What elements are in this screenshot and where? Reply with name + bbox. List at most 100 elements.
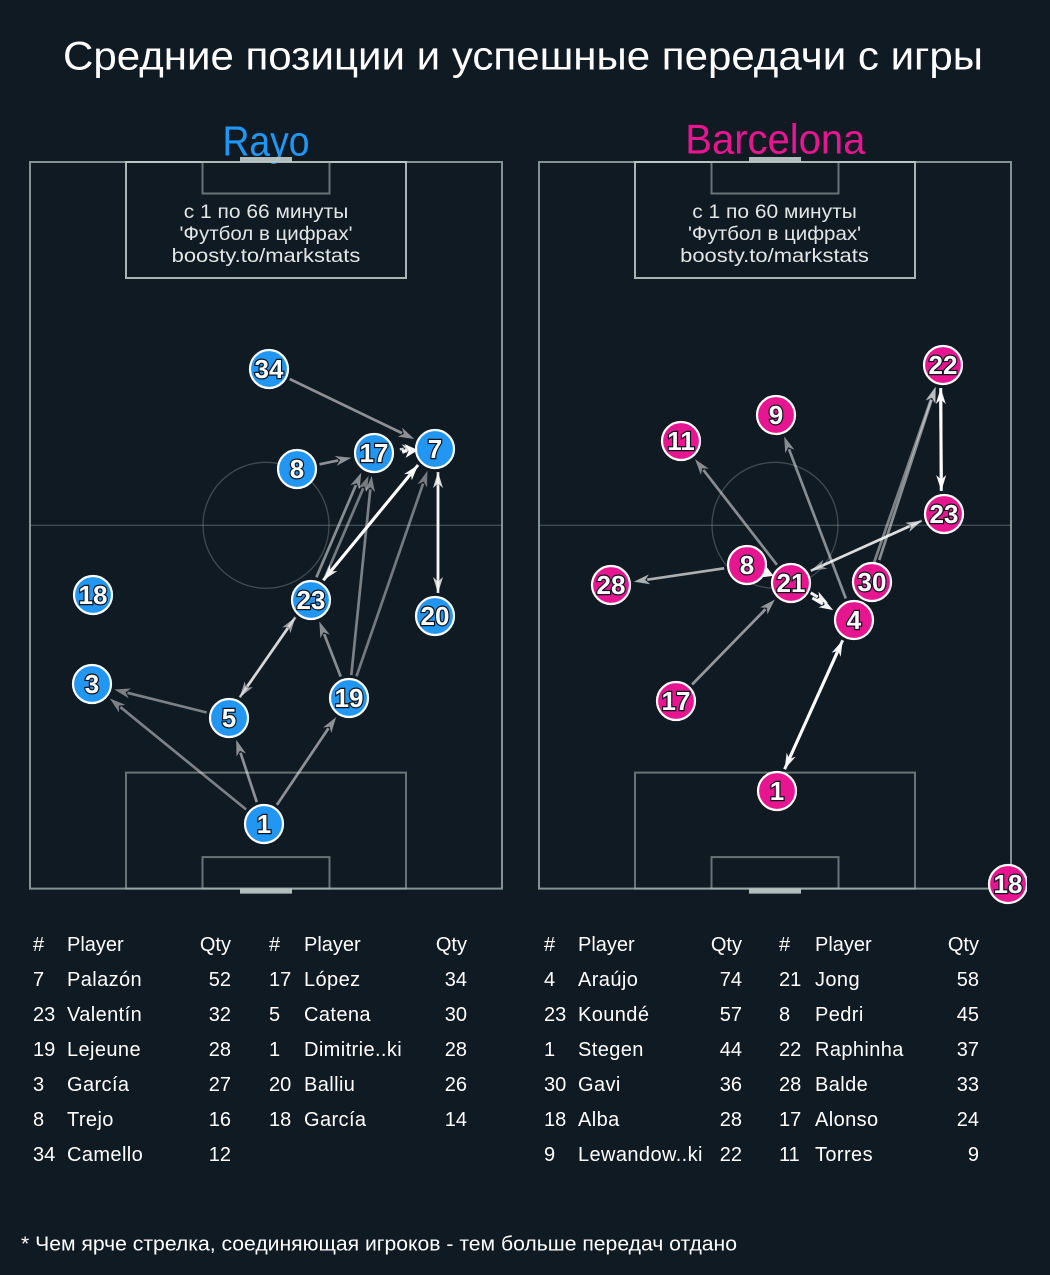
svg-text:Valentín: Valentín: [67, 1004, 142, 1026]
svg-text:'Футбол в цифрах': 'Футбол в цифрах': [180, 223, 353, 245]
svg-text:22: 22: [779, 1039, 801, 1061]
svg-text:3: 3: [33, 1074, 44, 1096]
svg-text:Barcelona: Barcelona: [685, 116, 866, 163]
svg-text:22: 22: [720, 1144, 742, 1166]
svg-text:#: #: [269, 934, 281, 956]
svg-text:Pedri: Pedri: [815, 1004, 864, 1026]
svg-text:21: 21: [777, 568, 806, 598]
svg-text:34: 34: [445, 969, 467, 991]
svg-text:Lejeune: Lejeune: [67, 1039, 141, 1061]
svg-text:García: García: [304, 1109, 367, 1131]
svg-text:López: López: [304, 969, 361, 991]
svg-text:17: 17: [269, 969, 291, 991]
svg-text:19: 19: [335, 683, 364, 713]
svg-text:26: 26: [445, 1074, 467, 1096]
svg-text:Trejo: Trejo: [67, 1109, 114, 1131]
svg-text:57: 57: [720, 1004, 742, 1026]
svg-text:Torres: Torres: [815, 1144, 873, 1166]
svg-text:28: 28: [209, 1039, 231, 1061]
svg-text:28: 28: [445, 1039, 467, 1061]
svg-text:45: 45: [957, 1004, 979, 1026]
svg-text:9: 9: [544, 1144, 555, 1166]
svg-text:#: #: [33, 934, 45, 956]
svg-text:58: 58: [957, 969, 979, 991]
svg-text:21: 21: [779, 969, 801, 991]
svg-text:9: 9: [769, 400, 783, 430]
svg-text:19: 19: [33, 1039, 55, 1061]
svg-text:1: 1: [770, 776, 784, 806]
svg-text:7: 7: [33, 969, 44, 991]
svg-text:boosty.to/markstats: boosty.to/markstats: [680, 245, 869, 267]
svg-text:23: 23: [544, 1004, 566, 1026]
svg-text:Qty: Qty: [711, 934, 742, 956]
svg-text:Gavi: Gavi: [578, 1074, 621, 1096]
svg-text:Catena: Catena: [304, 1004, 371, 1026]
svg-text:74: 74: [720, 969, 742, 991]
svg-text:18: 18: [544, 1109, 566, 1131]
svg-text:36: 36: [720, 1074, 742, 1096]
svg-text:24: 24: [957, 1109, 979, 1131]
svg-text:18: 18: [79, 580, 108, 610]
svg-text:Jong: Jong: [815, 969, 860, 991]
svg-text:12: 12: [209, 1144, 231, 1166]
svg-text:с 1 по 66 минуты: с 1 по 66 минуты: [184, 201, 349, 223]
svg-text:22: 22: [929, 350, 958, 380]
svg-text:34: 34: [255, 354, 284, 384]
svg-text:'Футбол в цифрах': 'Футбол в цифрах': [688, 223, 861, 245]
svg-text:33: 33: [957, 1074, 979, 1096]
svg-text:Raphinha: Raphinha: [815, 1039, 904, 1061]
svg-text:Stegen: Stegen: [578, 1039, 644, 1061]
svg-text:18: 18: [269, 1109, 291, 1131]
svg-text:Player: Player: [67, 934, 124, 956]
svg-text:23: 23: [930, 499, 959, 529]
svg-text:Qty: Qty: [200, 934, 231, 956]
svg-text:5: 5: [222, 703, 236, 733]
svg-text:García: García: [67, 1074, 130, 1096]
svg-text:1: 1: [257, 809, 271, 839]
svg-text:17: 17: [360, 438, 389, 468]
svg-text:Alonso: Alonso: [815, 1109, 879, 1131]
svg-text:Palazón: Palazón: [67, 969, 142, 991]
svg-text:44: 44: [720, 1039, 742, 1061]
svg-text:4: 4: [544, 969, 555, 991]
svg-text:23: 23: [33, 1004, 55, 1026]
svg-text:Player: Player: [578, 934, 635, 956]
svg-text:Dimitrie..ki: Dimitrie..ki: [304, 1039, 402, 1061]
svg-text:30: 30: [544, 1074, 566, 1096]
svg-text:3: 3: [85, 669, 99, 699]
svg-text:Koundé: Koundé: [578, 1004, 649, 1026]
svg-text:Balliu: Balliu: [304, 1074, 355, 1096]
svg-text:32: 32: [209, 1004, 231, 1026]
svg-text:18: 18: [994, 869, 1023, 899]
svg-text:Alba: Alba: [578, 1109, 620, 1131]
svg-text:16: 16: [209, 1109, 231, 1131]
svg-text:Player: Player: [815, 934, 872, 956]
svg-text:37: 37: [957, 1039, 979, 1061]
svg-text:5: 5: [269, 1004, 280, 1026]
svg-text:#: #: [779, 934, 791, 956]
svg-text:11: 11: [667, 426, 695, 456]
svg-text:Средние позиции и успешные пер: Средние позиции и успешные передачи с иг…: [63, 35, 983, 79]
svg-text:23: 23: [297, 585, 326, 615]
svg-text:17: 17: [662, 686, 691, 716]
svg-text:28: 28: [720, 1109, 742, 1131]
svg-text:Balde: Balde: [815, 1074, 868, 1096]
svg-text:1: 1: [269, 1039, 280, 1061]
svg-text:20: 20: [421, 601, 450, 631]
svg-text:1: 1: [544, 1039, 555, 1061]
svg-text:34: 34: [33, 1144, 55, 1166]
svg-text:17: 17: [779, 1109, 801, 1131]
svg-text:8: 8: [779, 1004, 790, 1026]
svg-text:30: 30: [445, 1004, 467, 1026]
svg-text:Lewandow..ki: Lewandow..ki: [578, 1144, 703, 1166]
svg-text:Qty: Qty: [948, 934, 979, 956]
svg-text:Player: Player: [304, 934, 361, 956]
svg-text:27: 27: [209, 1074, 231, 1096]
svg-text:4: 4: [847, 605, 862, 635]
svg-text:8: 8: [290, 454, 304, 484]
svg-text:9: 9: [968, 1144, 979, 1166]
svg-text:boosty.to/markstats: boosty.to/markstats: [172, 245, 361, 267]
svg-text:8: 8: [740, 550, 754, 580]
svg-text:#: #: [544, 934, 556, 956]
svg-text:11: 11: [779, 1144, 800, 1166]
